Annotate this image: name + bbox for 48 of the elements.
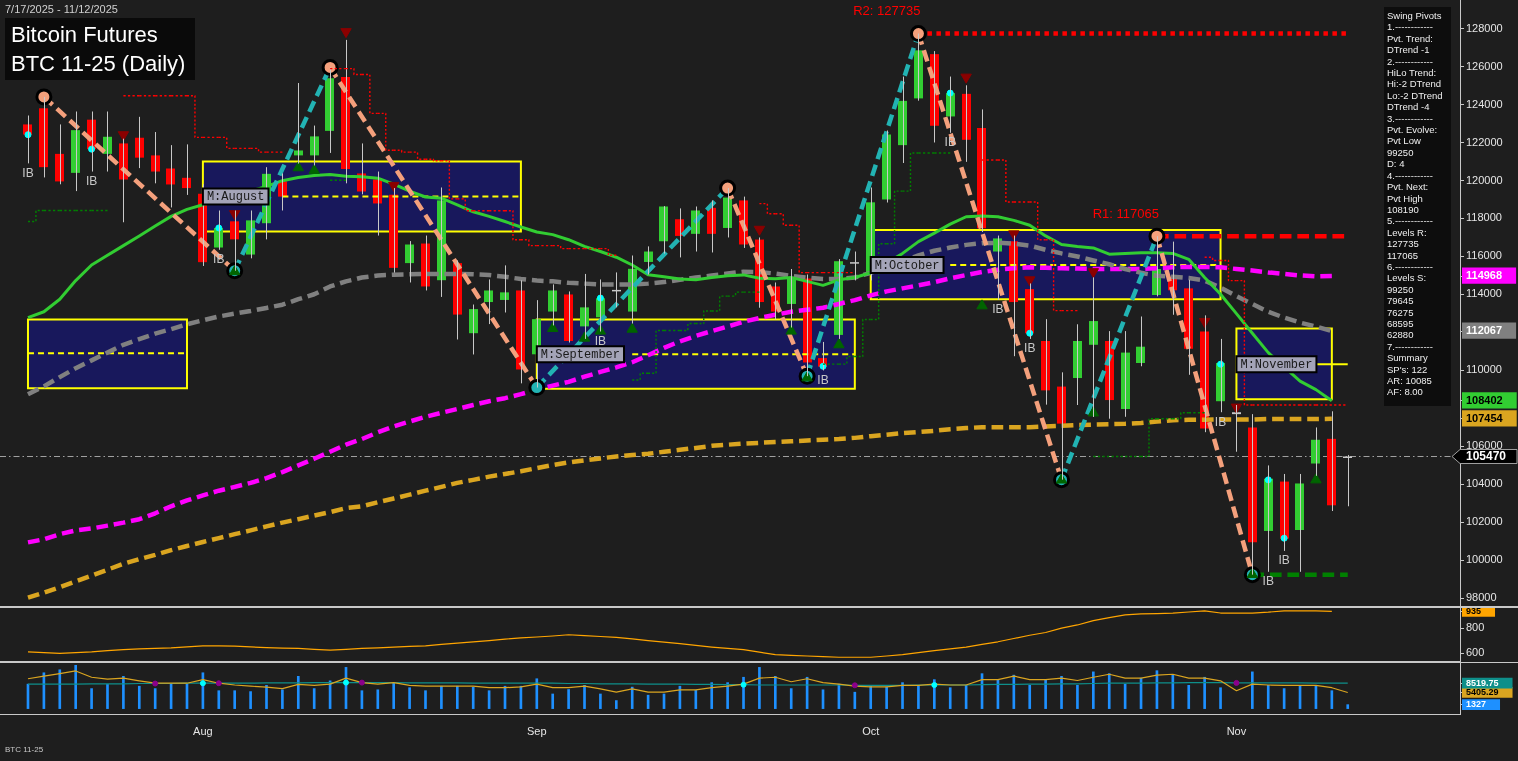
series-label: R2: 127735 [853, 3, 921, 19]
text: IB [992, 302, 1004, 317]
y-tick-label: 800 [1466, 621, 1485, 634]
series-label: M:August [206, 190, 265, 205]
y-tick-label: 600 [1466, 646, 1485, 659]
text: BTC 11-25 (Daily) [11, 50, 186, 78]
y-tick-label: 107454 [1466, 411, 1504, 424]
y-tick-label: 108402 [1466, 393, 1503, 406]
y-tick-label: 126000 [1466, 59, 1503, 72]
y-tick-label: 114968 [1466, 269, 1503, 282]
y-tick-label: 120000 [1466, 173, 1503, 186]
y-tick-label: 106000 [1466, 439, 1503, 452]
y-tick-label: 104000 [1466, 477, 1503, 490]
x-tick-label: Nov [1226, 724, 1247, 737]
ref-line-label: 105470 [1466, 449, 1507, 464]
y-tick-label: 124000 [1466, 97, 1503, 110]
y-tick-label: 8519.75 [1466, 677, 1499, 688]
x-tick-label: Sep [527, 724, 547, 737]
text: IB [1262, 574, 1274, 589]
annotation: 7/17/2025 - 11/12/2025 [5, 3, 118, 16]
y-tick-label: 100000 [1466, 553, 1503, 566]
y-tick-label: 122000 [1466, 135, 1503, 148]
y-tick-label: 116000 [1466, 249, 1502, 262]
text: Swing Pivots 1.------------ Pvt. Trend: DTrend -1 2.------------ HiLo Trend: Hi:-2 DTrend Lo:-2 DTrend DTrend -4 3.------------ Pvt. Evolve: Pvt Low 99250 D: 4 4.------------ Pvt. Next: Pvt High 108190 5.------------ Levels R: 127735 117065 6.------------ Levels S: 99250 79645 76275 68595 62880 7.------------ Summary SP's: 122 AR: 10085 AF: 8.00 [1387, 10, 1443, 398]
series-label: M:October [874, 258, 940, 273]
text: IB [85, 173, 98, 188]
y-tick-label: 112067 [1466, 324, 1503, 337]
series-label: M:November [1240, 357, 1313, 372]
series-label: R1: 117065 [1092, 205, 1159, 221]
series-label: M:September [540, 347, 621, 362]
text: IB [1278, 553, 1290, 568]
text: IB [594, 333, 607, 348]
y-tick-label: 114000 [1466, 287, 1502, 300]
y-tick-label: 110000 [1466, 363, 1502, 376]
y-tick-label: 102000 [1466, 515, 1503, 528]
x-tick-label: Oct [862, 724, 880, 737]
y-tick-label: 935 [1466, 605, 1482, 616]
y-tick-label: 118000 [1466, 211, 1502, 224]
text: Bitcoin Futures [11, 21, 159, 49]
text: BTC 11-25 [5, 745, 44, 755]
text: IB [22, 165, 34, 180]
y-tick-label: 128000 [1466, 21, 1503, 34]
y-tick-label: 5405.29 [1466, 686, 1499, 697]
y-tick-label: 98000 [1466, 591, 1497, 604]
x-tick-label: Aug [193, 724, 213, 737]
text: IB [817, 372, 829, 387]
text: IB [1024, 341, 1036, 356]
y-tick-label: 1327 [1466, 699, 1487, 710]
